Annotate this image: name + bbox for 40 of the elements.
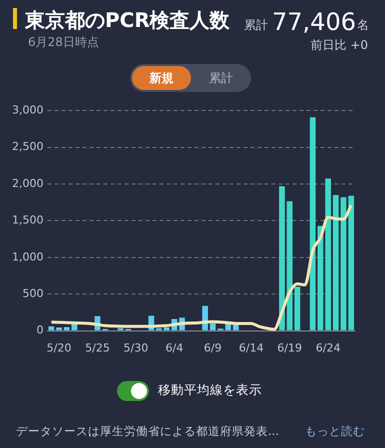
y-tick-label: 0 xyxy=(36,324,44,337)
bar xyxy=(286,201,293,330)
text: 累計 xyxy=(244,17,268,34)
bar xyxy=(48,326,54,330)
x-tick-label: 6/19 xyxy=(277,341,302,354)
chart-subtitle: 6月28日時点 xyxy=(28,34,99,51)
x-tick-label: 6/14 xyxy=(238,341,264,354)
y-tick-label: 1,000 xyxy=(12,250,44,264)
bar xyxy=(210,323,216,330)
text: 移動平均線を表示 xyxy=(158,382,262,399)
text: 名 xyxy=(357,17,369,34)
bar xyxy=(310,117,316,330)
x-tick-label: 6/4 xyxy=(165,341,184,354)
bar xyxy=(332,195,339,330)
y-tick-label: 1,500 xyxy=(12,214,44,227)
text: 累計 xyxy=(208,70,234,87)
text: 77,406 xyxy=(272,8,356,36)
bar xyxy=(348,196,354,330)
y-tick-label: 500 xyxy=(22,286,44,300)
x-tick-label: 5/25 xyxy=(85,341,110,354)
text: データソースは厚生労働省による都道府県発表... xyxy=(16,424,279,439)
y-tick-label: 3,000 xyxy=(12,103,44,116)
text: 新規 xyxy=(132,66,191,90)
line-series xyxy=(50,204,353,331)
y-tick-label: 2,500 xyxy=(12,140,44,154)
bar xyxy=(279,186,285,330)
bar xyxy=(72,324,78,330)
bar xyxy=(294,286,300,330)
x-tick-label: 5/20 xyxy=(46,341,72,354)
bar xyxy=(64,327,70,330)
bar xyxy=(164,327,170,330)
y-tick-label: 2,000 xyxy=(12,176,44,190)
text: もっと読む xyxy=(305,424,365,439)
bar xyxy=(340,197,346,330)
bar xyxy=(56,327,62,330)
x-tick-label: 6/24 xyxy=(316,341,340,354)
text: 前日比 +0 xyxy=(310,37,368,54)
chart-title: 東京都のPCR検査人数 xyxy=(25,7,230,34)
x-tick-label: 6/9 xyxy=(204,341,222,354)
x-tick-label: 5/30 xyxy=(124,341,148,354)
